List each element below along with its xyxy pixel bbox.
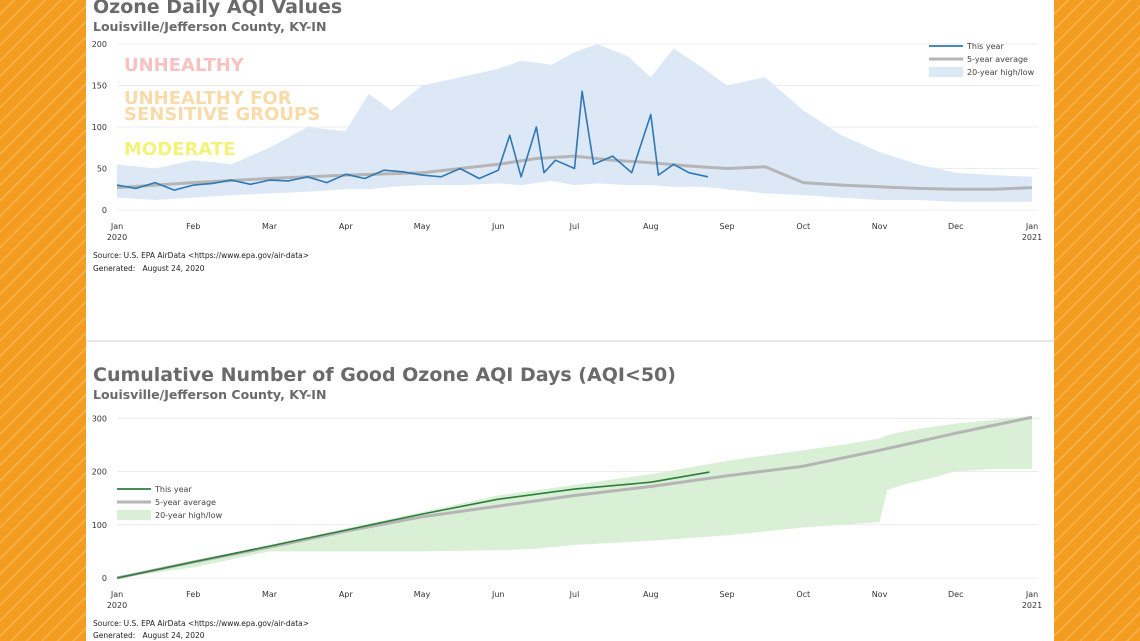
legend-label: 5-year average [967, 55, 1028, 64]
x-tick-year-label: 2020 [107, 233, 127, 242]
generated-label: Generated: [93, 264, 136, 273]
x-tick-label: Jan [110, 590, 123, 599]
x-tick-label: Jan [1025, 222, 1038, 231]
cumulative-good-days-panel: Cumulative Number of Good Ozone AQI Days… [86, 342, 1054, 641]
x-tick-label: Dec [948, 222, 963, 231]
x-tick-label: Nov [872, 590, 888, 599]
generated-date: August 24, 2020 [142, 631, 205, 640]
ozone-daily-aqi-panel: Ozone Daily AQI Values Louisville/Jeffer… [86, 0, 1054, 340]
x-tick-label: Jan [1025, 590, 1038, 599]
generated-date: August 24, 2020 [142, 264, 205, 273]
y-tick-label: 0 [102, 206, 107, 215]
generated-note: Generated: August 24, 2020 [93, 264, 205, 273]
legend-label: 20-year high/low [967, 68, 1035, 77]
x-tick-label: Sep [719, 590, 734, 599]
chart-title: Cumulative Number of Good Ozone AQI Days… [93, 364, 676, 386]
x-tick-label: Aug [643, 590, 659, 599]
annotation-unhealthy-sensitive: UNHEALTHY FOR SENSITIVE GROUPS [124, 88, 320, 125]
this-year-line [116, 90, 709, 191]
y-tick-label: 50 [97, 165, 107, 174]
annotation-moderate: MODERATE [124, 139, 235, 160]
x-tick-year-label: 2021 [1022, 233, 1042, 242]
y-tick-label: 0 [102, 574, 107, 583]
generated-note: Generated: August 24, 2020 [93, 631, 205, 640]
x-tick-label: Jun [491, 222, 505, 231]
y-tick-label: 300 [92, 414, 107, 423]
y-tick-label: 200 [92, 468, 107, 477]
chart-title: Ozone Daily AQI Values [93, 0, 343, 18]
y-tick-label: 150 [92, 82, 107, 91]
annotation-unhealthy: UNHEALTHY [124, 55, 245, 76]
legend-label: This year [154, 485, 192, 494]
x-tick-label: Aug [643, 222, 659, 231]
legend-label: 5-year average [155, 498, 216, 507]
right-stripe-border [1054, 0, 1140, 641]
x-tick-label: Apr [339, 590, 354, 599]
five-year-average-line [116, 415, 1033, 580]
x-tick-label: Jan [110, 222, 123, 231]
legend-swatch [117, 510, 151, 520]
x-tick-label: Mar [262, 222, 278, 231]
x-tick-label: Mar [262, 590, 278, 599]
chart-subtitle: Louisville/Jefferson County, KY-IN [93, 19, 327, 34]
y-tick-label: 100 [92, 123, 107, 132]
x-tick-label: Jul [569, 590, 580, 599]
source-note: Source: U.S. EPA AirData <https://www.ep… [93, 619, 310, 628]
x-tick-label: Apr [339, 222, 354, 231]
x-tick-label: Feb [186, 222, 200, 231]
chart-subtitle: Louisville/Jefferson County, KY-IN [93, 387, 327, 402]
x-tick-label: Nov [872, 222, 888, 231]
x-tick-year-label: 2021 [1022, 601, 1042, 610]
x-tick-label: Jul [569, 222, 580, 231]
this-year-line [116, 471, 710, 579]
legend-label: 20-year high/low [155, 511, 223, 520]
legend-swatch [929, 67, 963, 77]
x-tick-label: May [414, 590, 431, 599]
ozone-daily-aqi-chart: 0 50 100 150 200 Jan 2020 Feb Mar Apr May Jun Jul Aug… [92, 40, 1042, 242]
high-low-band [117, 44, 1032, 202]
legend-label: This year [966, 42, 1004, 51]
x-tick-year-label: 2020 [107, 601, 127, 610]
x-tick-label: Oct [796, 590, 810, 599]
x-tick-label: Jun [491, 590, 505, 599]
cumulative-good-days-chart: 0 100 200 300 Jan 2020 Feb Mar Apr May Jun Jul Aug Se… [92, 414, 1042, 610]
y-tick-label: 100 [92, 521, 107, 530]
x-tick-label: May [414, 222, 431, 231]
five-year-average-line [116, 154, 1033, 191]
y-tick-label: 200 [92, 40, 107, 49]
source-note: Source: U.S. EPA AirData <https://www.ep… [93, 251, 310, 260]
x-tick-label: Dec [948, 590, 963, 599]
x-tick-label: Feb [186, 590, 200, 599]
panel-divider [86, 340, 1054, 342]
x-tick-label: Sep [719, 222, 734, 231]
generated-label: Generated: [93, 631, 136, 640]
left-stripe-border [0, 0, 90, 641]
x-tick-label: Oct [796, 222, 810, 231]
